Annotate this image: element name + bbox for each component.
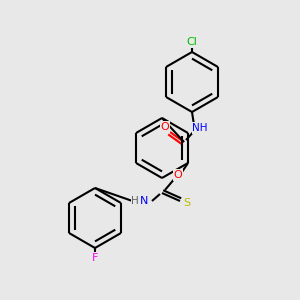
Text: Cl: Cl: [187, 37, 197, 47]
Text: F: F: [92, 253, 98, 263]
Text: NH: NH: [192, 123, 208, 133]
Text: O: O: [160, 122, 169, 132]
Text: S: S: [183, 198, 190, 208]
Text: O: O: [174, 170, 182, 180]
Text: N: N: [140, 196, 148, 206]
Text: H: H: [131, 196, 139, 206]
